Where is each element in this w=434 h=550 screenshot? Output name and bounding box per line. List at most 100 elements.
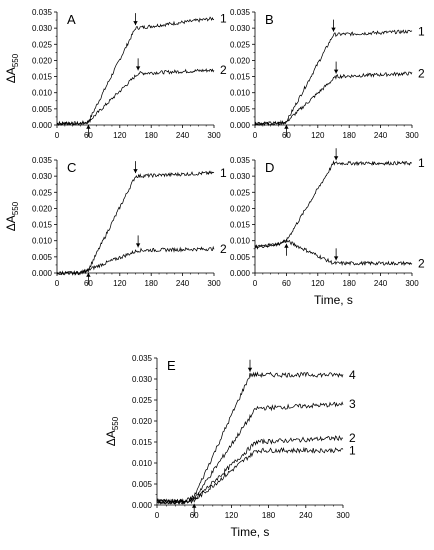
y-tick-label: 0.015	[230, 221, 251, 230]
x-tick-label: 240	[176, 131, 190, 140]
x-axis-title: Time, s	[314, 293, 353, 307]
series-line-2	[156, 435, 344, 505]
y-tick-label: 0.030	[32, 172, 53, 181]
y-tick-label: 0.010	[230, 237, 251, 246]
y-tick-label: 0.005	[32, 105, 53, 114]
x-tick-label: 300	[336, 511, 350, 520]
y-tick-label: 0.010	[32, 237, 53, 246]
x-tick-label: 300	[207, 131, 221, 140]
x-tick-label: 120	[113, 279, 127, 288]
series-label-3: 3	[349, 397, 356, 411]
down-arrow-head	[247, 367, 253, 372]
y-tick-label: 0.015	[32, 221, 53, 230]
y-axis-title: ΔA550	[4, 53, 20, 83]
series-label-1: 1	[220, 11, 227, 25]
down-arrow-head	[133, 169, 138, 174]
y-tick-label: 0.005	[230, 105, 251, 114]
chart-panel-d: 0.000 0.005 0.010 0.015 0.020 0.025 0.030 0.035…	[230, 148, 425, 307]
x-tick-label: 60	[282, 279, 291, 288]
y-tick-label: 0.020	[230, 56, 251, 65]
y-tick-label: 0.030	[230, 172, 251, 181]
y-tick-label: 0.035	[230, 156, 251, 165]
y-tick-label: 0.010	[32, 89, 53, 98]
y-tick-label: 0.015	[32, 73, 53, 82]
x-tick-label: 120	[311, 279, 325, 288]
series-line-2	[254, 71, 413, 126]
series-label-2: 2	[418, 66, 425, 80]
y-axis-title: ΔA550	[4, 201, 20, 231]
x-tick-label: 240	[299, 511, 313, 520]
y-tick-label: 0.015	[132, 438, 153, 447]
down-arrow-head	[135, 243, 141, 248]
up-arrow-head	[86, 124, 91, 129]
x-axis-title: Time, s	[231, 525, 270, 539]
series-line-3	[156, 401, 344, 505]
y-tick-label: 0.005	[32, 253, 53, 262]
y-tick-label: 0.005	[230, 253, 251, 262]
y-axis-title: ΔA550	[104, 416, 120, 446]
x-tick-label: 0	[55, 131, 60, 140]
series-line-1	[156, 446, 344, 505]
y-tick-label: 0.025	[230, 40, 251, 49]
down-arrow-head	[331, 27, 336, 32]
y-tick-label: 0.000	[132, 501, 153, 510]
y-tick-label: 0.035	[132, 354, 153, 363]
x-tick-label: 0	[253, 279, 258, 288]
series-label-2: 2	[418, 256, 425, 270]
chart-panel-b: 0.000 0.005 0.010 0.015 0.020 0.025 0.030 0.035…	[230, 8, 425, 140]
y-tick-label: 0.010	[230, 89, 251, 98]
series-label-1: 1	[418, 24, 425, 38]
panel-label: C	[67, 160, 76, 175]
y-tick-label: 0.030	[132, 375, 153, 384]
y-tick-label: 0.000	[230, 269, 251, 278]
down-arrow-head	[133, 21, 138, 26]
series-label-4: 4	[349, 368, 356, 382]
down-arrow-head	[333, 156, 339, 161]
y-tick-label: 0.010	[132, 459, 153, 468]
series-line-2	[56, 245, 215, 276]
x-tick-label: 0	[155, 511, 160, 520]
series-line-4	[156, 371, 344, 505]
x-tick-label: 120	[113, 131, 127, 140]
series-line-1	[56, 16, 215, 126]
series-line-2	[56, 68, 215, 126]
series-label-2: 2	[220, 242, 227, 256]
up-arrow-head	[192, 503, 197, 508]
x-tick-label: 0	[55, 279, 60, 288]
x-tick-label: 120	[311, 131, 325, 140]
x-tick-label: 180	[343, 279, 357, 288]
down-arrow-head	[333, 69, 339, 74]
chart-panel-a: 0.000 0.005 0.010 0.015 0.020 0.025 0.030 0.035…	[4, 8, 227, 140]
y-tick-label: 0.000	[32, 269, 53, 278]
y-tick-label: 0.020	[32, 56, 53, 65]
y-tick-label: 0.025	[132, 396, 153, 405]
y-tick-label: 0.025	[32, 188, 53, 197]
chart-panel-e: 0.000 0.005 0.010 0.015 0.020 0.025 0.030 0.035…	[104, 354, 356, 539]
x-tick-label: 180	[145, 279, 159, 288]
x-tick-label: 240	[374, 131, 388, 140]
y-tick-label: 0.020	[132, 417, 153, 426]
y-tick-label: 0.025	[230, 188, 251, 197]
series-label-1: 1	[220, 166, 227, 180]
x-tick-label: 240	[176, 279, 190, 288]
series-label-1: 1	[418, 156, 425, 170]
down-arrow-head	[333, 256, 339, 261]
y-tick-label: 0.035	[230, 8, 251, 17]
y-tick-label: 0.000	[32, 121, 53, 130]
x-tick-label: 300	[405, 131, 419, 140]
series-line-1	[56, 170, 215, 276]
x-tick-label: 180	[262, 511, 276, 520]
y-tick-label: 0.005	[132, 480, 153, 489]
y-tick-label: 0.000	[230, 121, 251, 130]
series-line-2	[254, 238, 413, 267]
series-label-1: 1	[349, 443, 356, 457]
up-arrow-head	[284, 124, 289, 129]
y-tick-label: 0.030	[32, 24, 53, 33]
panel-label: E	[167, 358, 176, 373]
chart-panel-c: 0.000 0.005 0.010 0.015 0.020 0.025 0.030 0.035…	[4, 156, 227, 288]
y-tick-label: 0.035	[32, 156, 53, 165]
panel-label: A	[67, 12, 76, 27]
y-tick-label: 0.020	[230, 204, 251, 213]
x-tick-label: 240	[374, 279, 388, 288]
